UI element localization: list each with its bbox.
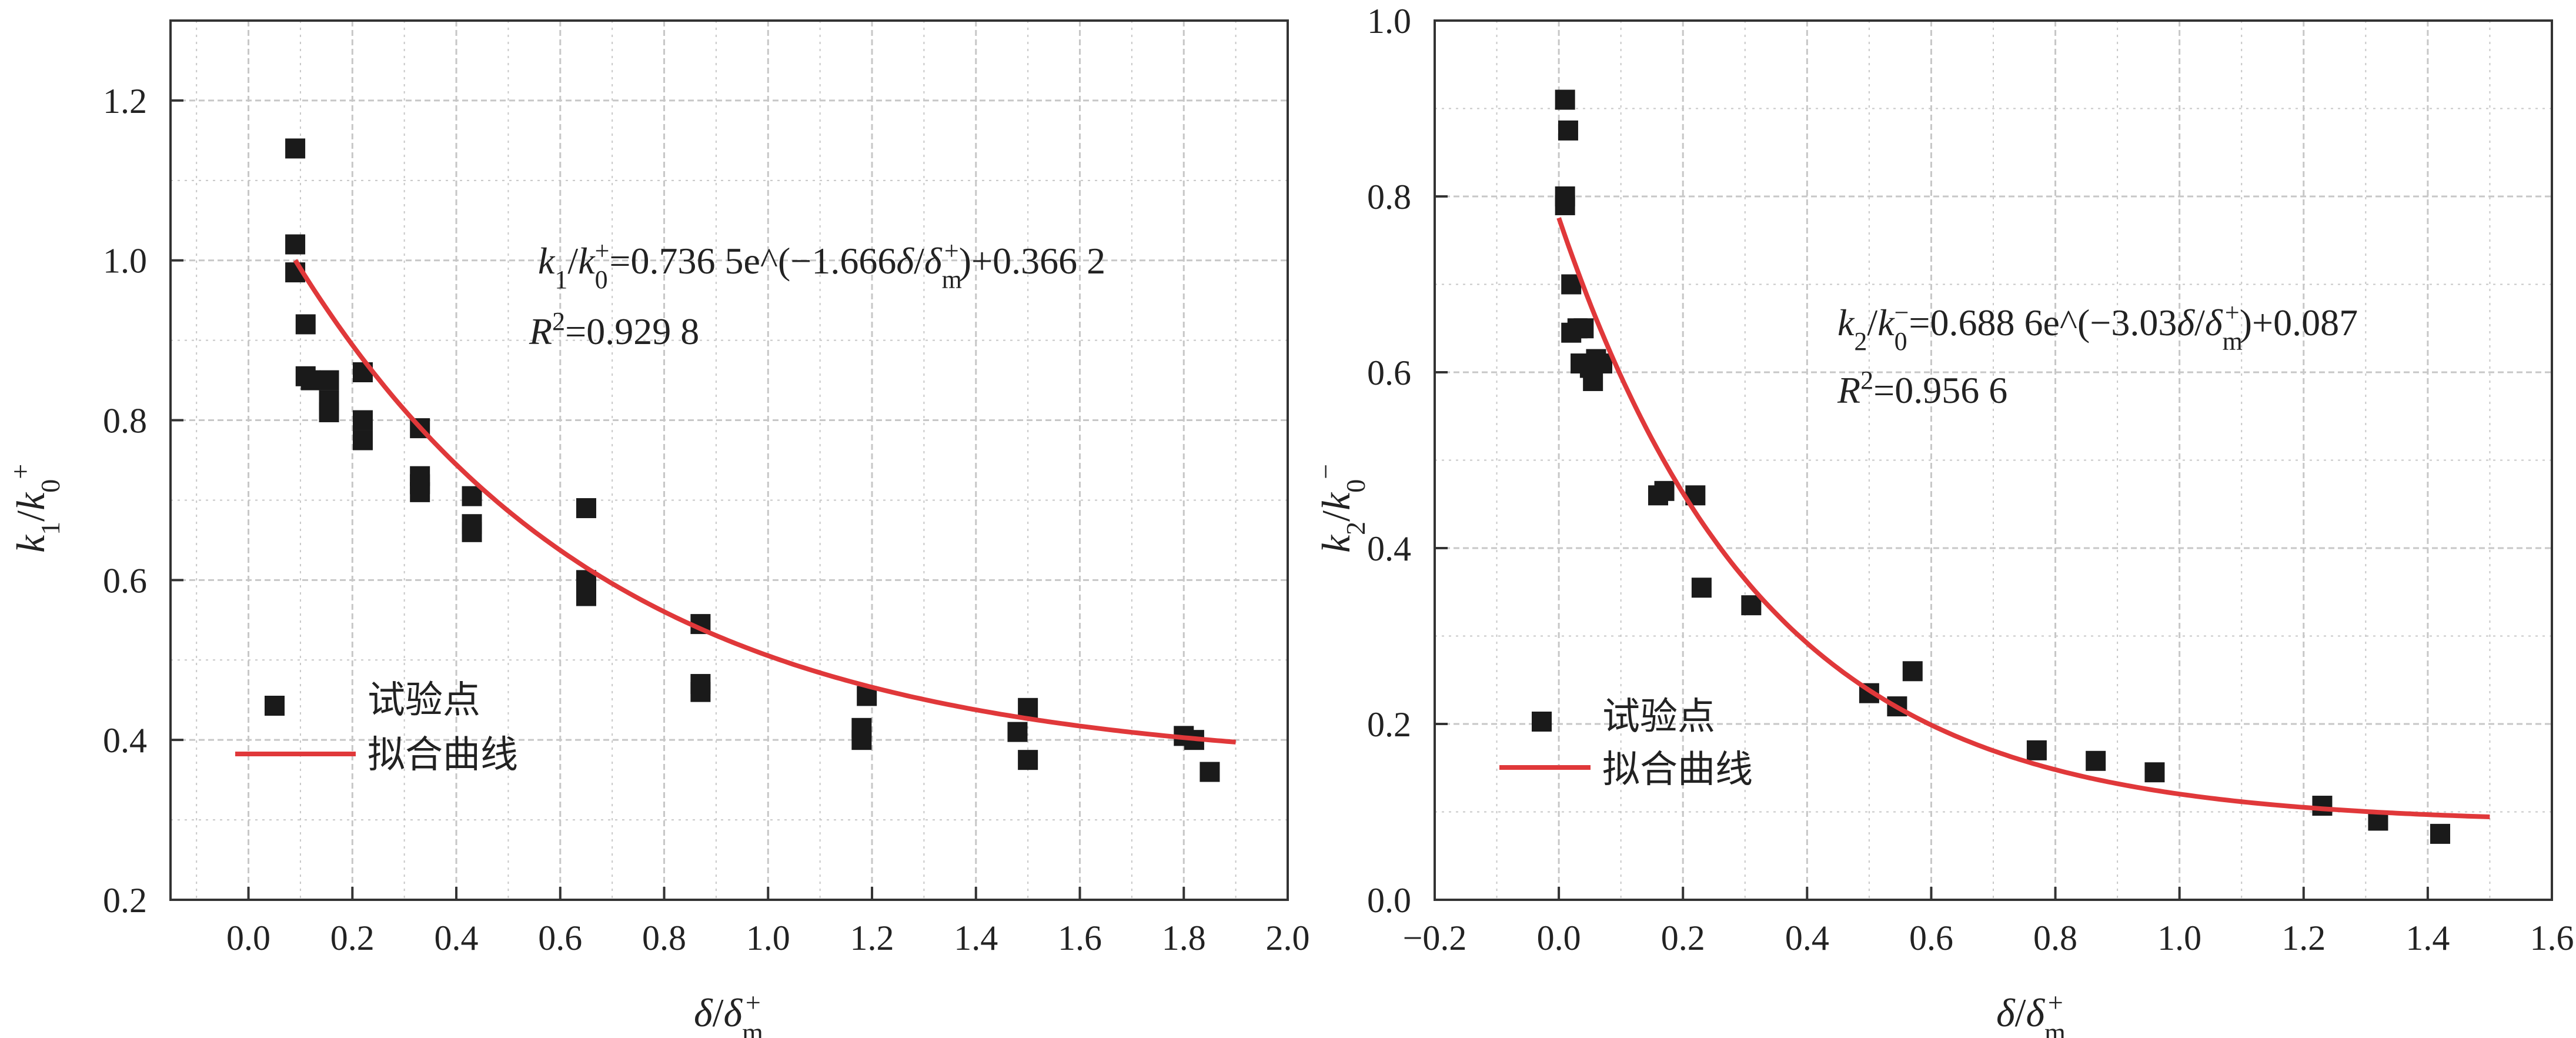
right-legend-curve-label: 拟合曲线	[1602, 748, 1753, 792]
data-point	[1007, 722, 1028, 742]
x-tick-label: 1.0	[746, 919, 790, 957]
data-point	[285, 234, 306, 255]
left-legend-curve-label: 拟合曲线	[367, 733, 518, 777]
y-tick-label: 0.8	[103, 402, 147, 440]
data-point	[2430, 823, 2450, 844]
right-plot-frame	[1434, 19, 2553, 901]
left-gridlines	[171, 20, 1289, 901]
data-point	[851, 730, 872, 750]
data-point	[1555, 195, 1575, 215]
data-point	[2144, 762, 2165, 783]
data-point	[1583, 371, 1603, 391]
left-axis-ticks: 0.0 0.2 0.4 0.6 0.8 1.0 1.2 1.4 1.6 1.8 2.0 0.2 0.4 0…	[103, 82, 1310, 957]
x-tick-label: 1.8	[1162, 919, 1206, 957]
right-legend-point-marker	[1532, 712, 1552, 732]
data-point	[1654, 480, 1675, 501]
y-tick-label: 0.2	[1367, 705, 1411, 744]
data-point	[1558, 120, 1578, 141]
left-legend-point-marker	[265, 696, 285, 716]
data-point	[576, 586, 596, 606]
data-point	[2312, 796, 2333, 816]
data-point	[1592, 353, 1612, 374]
left-equation: k1/k0+=0.736 5e^(−1.666δ/δm+)+0.366 2	[538, 236, 1105, 294]
x-tick-label: 1.2	[850, 919, 894, 957]
y-tick-label: 1.0	[103, 242, 147, 281]
x-tick-label: 0.6	[1909, 919, 1953, 957]
left-plot-frame	[169, 19, 1289, 901]
y-tick-label: 0.6	[103, 561, 147, 600]
y-tick-label: 0.2	[103, 881, 147, 920]
x-tick-label: 1.6	[2530, 919, 2574, 957]
right-fit-curve	[1556, 217, 2490, 819]
right-y-axis-label: k2/k0−	[1311, 464, 1371, 553]
x-tick-label: 1.6	[1058, 919, 1102, 957]
y-tick-label: 1.2	[103, 82, 147, 121]
x-tick-label: 0.0	[1537, 919, 1581, 957]
x-tick-label: 2.0	[1266, 919, 1310, 957]
left-data-points	[285, 138, 1220, 782]
x-tick-label: 0.2	[330, 919, 375, 957]
data-point	[1902, 661, 1923, 682]
y-tick-label: 0.4	[1367, 529, 1411, 568]
data-point	[352, 410, 373, 430]
data-point	[1018, 750, 1038, 770]
left-fit-curve	[293, 259, 1236, 745]
x-tick-label: 0.8	[2033, 919, 2077, 957]
data-point	[1018, 697, 1038, 718]
data-point	[576, 498, 596, 519]
x-tick-label: 1.0	[2157, 919, 2201, 957]
y-tick-label: 0.4	[103, 721, 147, 760]
data-point	[1741, 595, 1762, 616]
right-equation: k2/k0−=0.688 6e^(−3.03δ/δm+)+0.087	[1837, 298, 2358, 356]
chart-left: 0.0 0.2 0.4 0.6 0.8 1.0 1.2 1.4 1.6 1.8 2.0 0.2 0.4 0…	[5, 19, 1310, 1038]
data-point	[2086, 750, 2106, 771]
x-tick-label: 0.2	[1661, 919, 1705, 957]
x-tick-label: 0.4	[1785, 919, 1829, 957]
left-y-axis-label: k1/k0+	[5, 464, 65, 553]
right-x-axis-label: δ/δm+	[1996, 987, 2066, 1038]
data-point	[690, 682, 711, 702]
data-point	[1691, 578, 1712, 598]
x-tick-label: 0.8	[642, 919, 686, 957]
x-tick-label: 0.6	[538, 919, 582, 957]
data-point	[352, 430, 373, 450]
data-point	[1555, 89, 1575, 110]
data-point	[300, 370, 321, 390]
data-point	[462, 486, 482, 506]
x-tick-label: 1.4	[2405, 919, 2450, 957]
y-tick-label: 0.6	[1367, 353, 1411, 392]
right-data-points	[1555, 89, 2450, 844]
right-legend: 试验点 拟合曲线	[1499, 695, 1753, 792]
data-point	[2026, 740, 2047, 760]
x-tick-label: 1.4	[954, 919, 998, 957]
data-point	[410, 482, 430, 502]
data-point	[319, 370, 339, 390]
data-point	[1200, 762, 1220, 782]
x-tick-label: −0.2	[1403, 919, 1467, 957]
data-point	[462, 522, 482, 542]
y-tick-label: 0.0	[1367, 881, 1411, 920]
right-r-squared: R2=0.956 6	[1837, 366, 2007, 412]
left-legend: 试验点 拟合曲线	[235, 679, 518, 777]
left-x-axis-label: δ/δm+	[694, 987, 763, 1038]
left-r-squared: R2=0.929 8	[529, 307, 699, 353]
data-point	[285, 138, 306, 159]
data-point	[295, 314, 316, 335]
y-tick-label: 0.8	[1367, 178, 1411, 216]
left-legend-points-label: 试验点	[367, 679, 480, 722]
x-tick-label: 1.2	[2281, 919, 2326, 957]
x-tick-label: 0.4	[435, 919, 479, 957]
x-tick-label: 0.0	[226, 919, 270, 957]
right-axis-ticks: −0.2 0.0 0.2 0.4 0.6 0.8 1.0 1.2 1.4 1.60.00.20.4…	[1367, 2, 2574, 957]
right-legend-points-label: 试验点	[1602, 695, 1715, 739]
data-point	[319, 402, 339, 422]
chart-right: −0.2 0.0 0.2 0.4 0.6 0.8 1.0 1.2 1.4 1.60.00.20.4…	[1311, 2, 2574, 1038]
data-point	[1573, 318, 1594, 339]
y-tick-label: 1.0	[1367, 2, 1411, 41]
